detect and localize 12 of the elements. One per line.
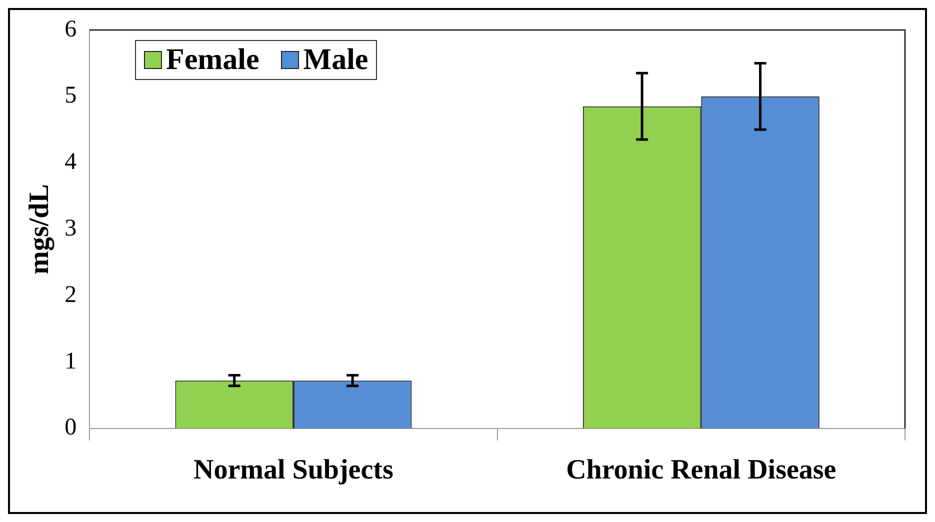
y-tick-label: 4 (64, 149, 77, 176)
y-tick-label: 2 (64, 282, 77, 308)
x-tick-label: Chronic Renal Disease (566, 454, 836, 486)
y-axis-title: mgs/dL (24, 184, 56, 274)
legend-label: Female (166, 43, 260, 77)
x-tick-label: Normal Subjects (194, 454, 394, 486)
y-tick-label: 5 (64, 82, 77, 109)
y-tick-label: 1 (64, 348, 77, 374)
y-tick-label: 3 (64, 215, 77, 242)
y-tick-label: 0 (64, 414, 77, 441)
y-tick-label: 6 (64, 16, 77, 42)
legend-label: Male (303, 43, 368, 77)
